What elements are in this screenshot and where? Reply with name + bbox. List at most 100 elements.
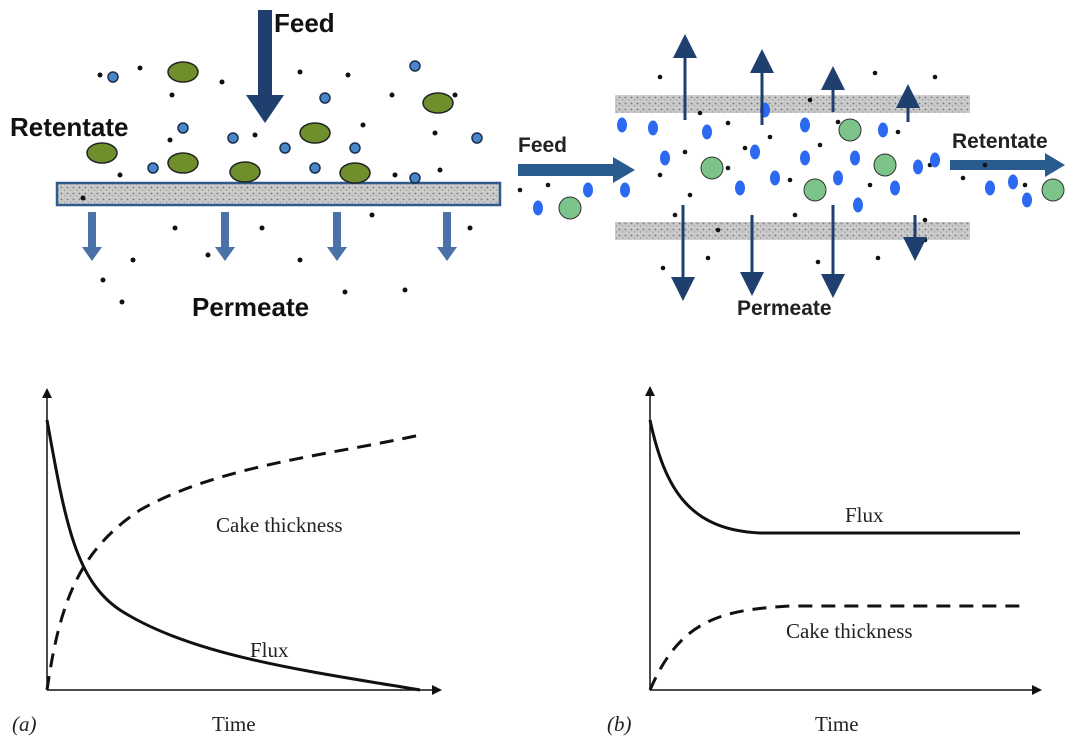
particle-small (137, 65, 143, 71)
particle-blue (750, 144, 760, 160)
particle-small (807, 97, 813, 103)
particle-blue (660, 150, 670, 166)
particle-small (697, 110, 703, 116)
panel-label: (a) (12, 712, 37, 736)
particle-small (672, 212, 678, 218)
particle-small (205, 252, 211, 258)
particle-large (167, 152, 199, 174)
particle-blue (800, 150, 810, 166)
particle-small (389, 92, 395, 98)
particle-small (117, 172, 123, 178)
particle-small (922, 217, 928, 223)
particle-blue (1022, 192, 1032, 208)
particle-blue (800, 117, 810, 133)
particle-green (803, 178, 827, 202)
particle-small (432, 130, 438, 136)
flux-curve (45, 419, 421, 692)
particle-small (867, 182, 873, 188)
particle-blue (913, 159, 923, 175)
particle-medium (227, 132, 239, 144)
particle-small (452, 92, 458, 98)
particle-blue (878, 122, 888, 138)
particle-green (873, 153, 897, 177)
cake-label: Cake thickness (786, 619, 913, 643)
particle-small (792, 212, 798, 218)
permeate-label: Permeate (737, 297, 832, 320)
particle-medium (279, 142, 291, 154)
particle-small (172, 225, 178, 231)
x-axis-label: Time (815, 712, 859, 736)
particle-small (835, 119, 841, 125)
particle-blue (533, 200, 543, 216)
cross-flow-filtration: Feed Retentate Permeate (517, 34, 1065, 320)
particle-small (360, 122, 366, 128)
particle-small (742, 145, 748, 151)
particle-medium (319, 92, 331, 104)
particle-small (872, 70, 878, 76)
particle-small (402, 287, 408, 293)
membrane (55, 181, 502, 207)
particle-small (169, 92, 175, 98)
particle-blue (930, 152, 940, 168)
flux-label: Flux (845, 503, 884, 527)
x-axis-label: Time (212, 712, 256, 736)
permeate-label: Permeate (192, 292, 309, 322)
panel-label: (b) (607, 712, 632, 736)
particle-small (687, 192, 693, 198)
particle-small (922, 237, 928, 243)
particle-large (299, 122, 331, 144)
particle-large (167, 61, 199, 83)
particle-small (895, 129, 901, 135)
particle-small (297, 257, 303, 263)
particle-small (875, 255, 881, 261)
retentate-label: Retentate (952, 130, 1048, 153)
particle-medium (107, 71, 119, 83)
particle-medium (409, 60, 421, 72)
particle-green (1041, 178, 1065, 202)
particle-green (558, 196, 582, 220)
particle-medium (471, 132, 483, 144)
particle-medium (309, 162, 321, 174)
particle-small (167, 137, 173, 143)
particle-small (345, 72, 351, 78)
particle-blue (985, 180, 995, 196)
particle-blue (617, 117, 627, 133)
particle-small (660, 265, 666, 271)
particle-large (422, 92, 454, 114)
particle-blue (583, 182, 593, 198)
particle-green (700, 156, 724, 180)
membrane-top (615, 95, 970, 113)
particle-small (437, 167, 443, 173)
particle-small (705, 255, 711, 261)
particle-small (725, 165, 731, 171)
plot-labels: (a) Time Flux Cake thickness (b) Time Fl… (12, 503, 913, 736)
particle-small (392, 172, 398, 178)
particle-small (467, 225, 473, 231)
particle-small (787, 177, 793, 183)
particle-large (339, 162, 371, 184)
retentate-arrow (950, 153, 1065, 177)
feed-arrow (518, 157, 635, 183)
particle-small (219, 79, 225, 85)
particle-small (369, 212, 375, 218)
particle-small (342, 289, 348, 295)
particle-small (815, 259, 821, 265)
particle-large (229, 161, 261, 183)
retentate-label: Retentate (10, 112, 128, 142)
permeate-arrow (437, 212, 457, 261)
flux-curve (648, 419, 1020, 535)
particle-small (130, 257, 136, 263)
particle-small (767, 134, 773, 140)
particle-medium (409, 172, 421, 184)
cake-curve (648, 604, 1020, 691)
particle-small (657, 74, 663, 80)
particle-small (119, 299, 125, 305)
feed-label: Feed (518, 134, 567, 157)
particle-blue (1008, 174, 1018, 190)
particle-green (838, 118, 862, 142)
particle-small (725, 120, 731, 126)
particle-small (932, 74, 938, 80)
cake-label: Cake thickness (216, 513, 343, 537)
cake-curve (45, 433, 421, 691)
particle-small (682, 149, 688, 155)
